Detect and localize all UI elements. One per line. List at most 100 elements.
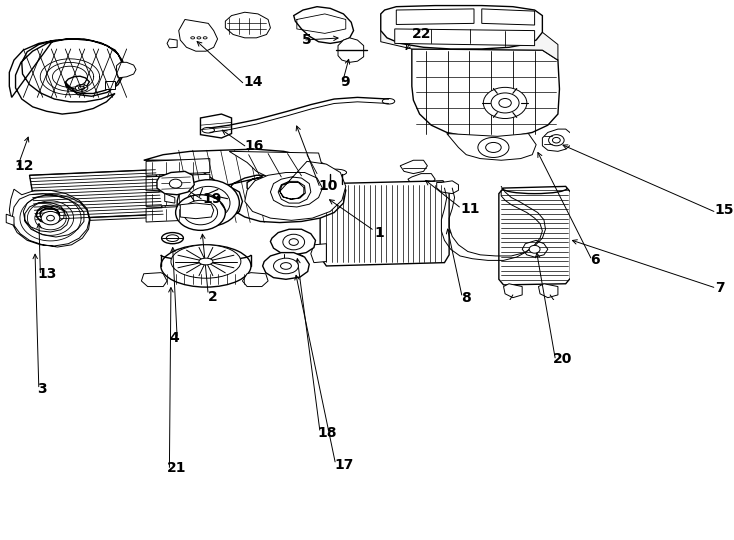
Ellipse shape [483,87,527,118]
Polygon shape [181,203,214,219]
Ellipse shape [548,134,564,146]
Polygon shape [117,62,136,78]
Text: 13: 13 [37,267,57,281]
Polygon shape [310,244,327,262]
Text: 10: 10 [319,179,338,193]
Ellipse shape [197,195,219,212]
Polygon shape [32,172,167,222]
Polygon shape [178,19,217,51]
Ellipse shape [491,93,519,113]
Polygon shape [294,253,303,262]
Polygon shape [157,171,195,195]
Ellipse shape [170,179,182,188]
Polygon shape [10,189,90,247]
Polygon shape [144,149,346,222]
Ellipse shape [553,138,560,143]
Polygon shape [294,6,354,43]
Polygon shape [381,5,542,49]
Text: 18: 18 [317,426,336,440]
Ellipse shape [283,234,305,250]
Text: 3: 3 [37,382,47,396]
Text: 9: 9 [341,76,350,89]
Text: 2: 2 [208,289,218,303]
Text: 12: 12 [14,159,34,173]
Polygon shape [310,188,327,207]
Ellipse shape [161,245,251,287]
Text: 5: 5 [302,33,311,47]
Ellipse shape [199,258,213,265]
Text: 11: 11 [460,201,479,215]
Polygon shape [146,205,210,222]
Polygon shape [381,31,558,60]
Ellipse shape [177,180,239,226]
Polygon shape [10,39,124,114]
Polygon shape [395,29,534,45]
Polygon shape [164,194,175,203]
Text: 1: 1 [374,226,385,240]
Polygon shape [244,161,346,220]
Ellipse shape [195,208,207,217]
Ellipse shape [274,258,299,274]
Polygon shape [482,9,534,25]
Text: 14: 14 [243,76,263,89]
Text: 16: 16 [244,139,264,153]
Polygon shape [400,160,427,173]
Polygon shape [437,181,459,194]
Polygon shape [338,38,363,62]
Ellipse shape [202,127,214,133]
Polygon shape [225,12,270,38]
Ellipse shape [203,37,207,39]
Polygon shape [320,181,449,266]
Polygon shape [146,190,210,206]
Ellipse shape [197,37,201,39]
Ellipse shape [171,245,241,278]
Polygon shape [6,214,14,225]
Text: 20: 20 [553,352,573,366]
Ellipse shape [191,37,195,39]
Polygon shape [539,284,558,298]
Polygon shape [29,170,163,220]
Polygon shape [270,230,316,255]
Ellipse shape [47,215,54,221]
Text: 22: 22 [412,28,432,42]
Polygon shape [396,9,474,24]
Ellipse shape [76,85,88,91]
Polygon shape [229,151,322,181]
Text: 8: 8 [461,291,470,305]
Ellipse shape [184,200,217,225]
Text: 4: 4 [170,332,179,345]
Polygon shape [522,240,548,257]
Ellipse shape [529,245,540,253]
Polygon shape [447,133,536,160]
Polygon shape [263,253,309,279]
Ellipse shape [382,98,395,104]
Ellipse shape [478,138,509,158]
Polygon shape [412,49,559,138]
Polygon shape [504,284,522,298]
Polygon shape [105,80,115,89]
Ellipse shape [486,143,501,152]
Polygon shape [142,273,167,287]
Ellipse shape [325,169,346,176]
Text: 15: 15 [715,204,734,217]
Ellipse shape [167,235,178,241]
Text: 19: 19 [202,192,222,206]
Text: 7: 7 [715,281,724,295]
Ellipse shape [41,212,60,225]
Text: 21: 21 [167,462,186,476]
Ellipse shape [186,186,230,220]
Polygon shape [242,273,268,287]
Ellipse shape [499,98,512,107]
Ellipse shape [175,195,225,231]
Ellipse shape [79,86,84,90]
Polygon shape [200,114,231,138]
Ellipse shape [289,239,299,245]
Text: 6: 6 [591,253,600,267]
Polygon shape [408,173,435,186]
Polygon shape [542,129,571,151]
Polygon shape [167,39,177,48]
Ellipse shape [280,262,291,269]
Ellipse shape [161,233,184,244]
Polygon shape [146,159,210,176]
Text: 17: 17 [334,457,354,471]
